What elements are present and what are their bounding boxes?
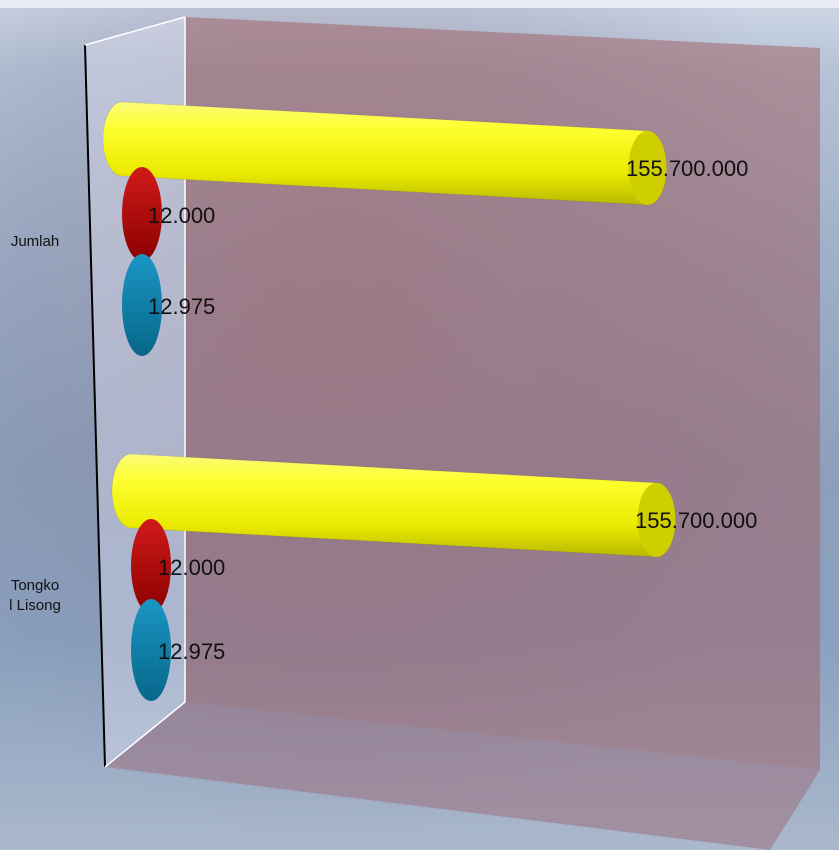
bar-jumlah-series-2: [122, 167, 162, 261]
bar-cap-tongkol-lisong-series-1: [637, 482, 676, 557]
bar-tongkol-lisong-series-2: [131, 519, 171, 613]
chart-marks: 155.700.000 12.000 12.975 155.700.000 12.000…: [102, 101, 757, 701]
bar-cap-jumlah-series-1: [628, 130, 667, 205]
floor: [105, 702, 820, 850]
axis-line: [84, 44, 106, 768]
category-label-tongkol-lisong: Tongko l Lisong: [9, 577, 61, 614]
data-label-tongkol-lisong-series-3: 12.975: [158, 639, 225, 664]
category-label-jumlah: Jumlah: [10, 233, 60, 250]
data-label-jumlah-series-3: 12.975: [148, 294, 215, 319]
data-label-jumlah-series-1: 155.700.000: [626, 156, 748, 181]
back-wall: [185, 17, 820, 770]
wall-edge-top: [84, 16, 186, 46]
wall-edge-bottom: [104, 701, 186, 768]
bar-tongkol-lisong-series-3: [131, 599, 171, 701]
data-label-tongkol-lisong-series-2: 12.000: [158, 555, 225, 580]
data-label-tongkol-lisong-series-1: 155.700.000: [635, 508, 757, 533]
bar-jumlah-series-3: [122, 254, 162, 356]
data-label-jumlah-series-2: 12.000: [148, 203, 215, 228]
